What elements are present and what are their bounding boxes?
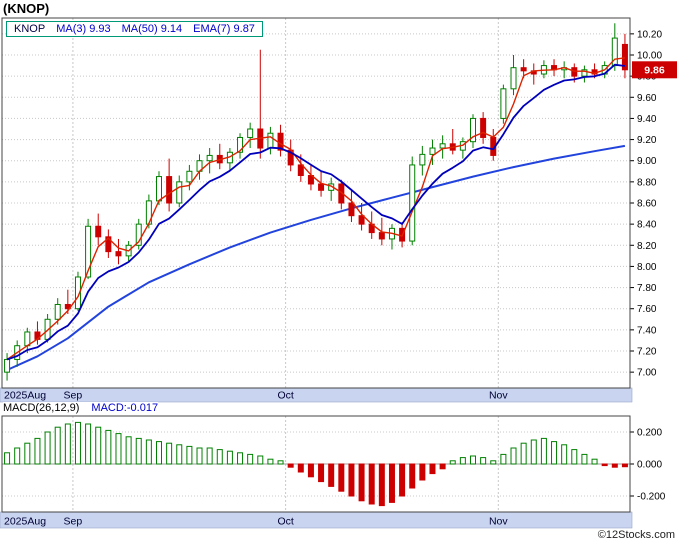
price-tick-label: 9.40 — [637, 114, 657, 125]
macd-tick-label: 0.000 — [637, 460, 662, 471]
month-label: Nov — [489, 390, 508, 402]
price-tick-label: 7.60 — [637, 304, 657, 315]
price-tick-label: 9.60 — [637, 93, 657, 104]
ma3-line — [6, 57, 625, 361]
ma50-legend-label: MA(50) — [121, 23, 158, 35]
price-tick-label: 9.00 — [637, 156, 657, 167]
month-label: 2025Aug — [4, 390, 46, 402]
macd-params-label: MACD(26,12,9) — [3, 402, 80, 414]
ema7-legend: EMA(7) 9.87 — [193, 23, 255, 35]
price-plot-border — [1, 17, 631, 389]
ma50-legend: MA(50) 9.14 — [122, 23, 183, 35]
price-tick-label: 7.00 — [637, 368, 657, 379]
price-tick-label: 9.20 — [637, 135, 657, 146]
current-price-badge: 9.86 — [632, 61, 677, 79]
macd-header: MACD(26,12,9) MACD:-0.017 — [3, 402, 159, 414]
x-axis-bands: 2025Aug Sep Oct Nov 2025Aug Sep Oct Nov — [0, 387, 633, 529]
price-tick-label: 7.80 — [637, 283, 657, 294]
price-tick-label: 8.40 — [637, 220, 657, 231]
price-tick-label: 8.00 — [637, 262, 657, 273]
month-label: Nov — [489, 516, 508, 528]
price-tick-label: 7.40 — [637, 325, 657, 336]
macd-plot-border — [1, 415, 631, 513]
symbol-label: KNOP — [14, 23, 46, 35]
ema7-legend-value: 9.87 — [233, 23, 255, 35]
watermark-credit: ©12Stocks.com — [597, 529, 675, 541]
price-tick-label: 8.20 — [637, 241, 657, 252]
ema7-legend-label: EMA(7) — [193, 23, 231, 35]
price-axis: 10.2010.009.809.609.409.209.008.808.608.… — [630, 29, 662, 379]
ma50-legend-value: 9.14 — [160, 23, 183, 35]
month-label: Sep — [64, 516, 83, 528]
month-label: Oct — [277, 516, 293, 528]
macd-tick-label: -0.200 — [637, 492, 666, 503]
price-tick-label: 10.20 — [637, 29, 662, 40]
month-label: Sep — [64, 390, 83, 402]
ma3-legend-label: MA(3) — [56, 23, 87, 35]
svg-text:9.86: 9.86 — [644, 64, 665, 76]
month-label: Oct — [277, 390, 293, 402]
price-tick-label: 8.60 — [637, 199, 657, 210]
ma50-line — [6, 144, 626, 371]
month-label: 2025Aug — [4, 516, 46, 528]
ma3-legend-value: 9.93 — [89, 23, 111, 35]
ema7-line — [6, 63, 626, 361]
macd-histogram — [4, 421, 628, 507]
ma3-legend: MA(3) 9.93 — [56, 23, 110, 35]
macd-tick-label: 0.200 — [637, 428, 662, 439]
candlesticks — [4, 23, 628, 381]
macd-value-label: MACD:-0.017 — [91, 402, 159, 414]
price-tick-label: 10.00 — [637, 51, 662, 62]
indicator-legend: KNOP MA(3) 9.93 MA(50) 9.14 EMA(7) 9.87 — [6, 21, 263, 37]
chart-title: (KNOP) — [3, 1, 50, 16]
price-tick-label: 7.20 — [637, 347, 657, 358]
price-tick-label: 8.80 — [637, 177, 657, 188]
